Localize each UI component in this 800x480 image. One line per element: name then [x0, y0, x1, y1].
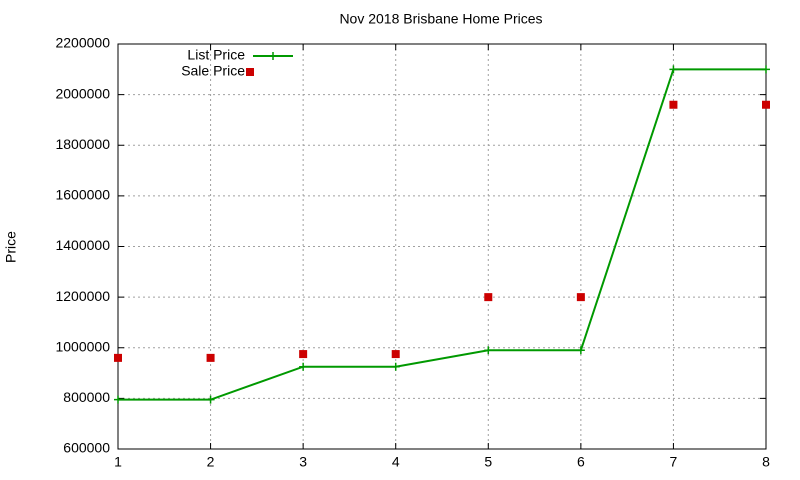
y-tick-label: 1000000 [55, 338, 110, 354]
y-tick-label: 1200000 [55, 288, 110, 304]
x-tick-label: 5 [484, 454, 492, 470]
x-tick-label: 7 [670, 454, 678, 470]
x-tick-label: 3 [299, 454, 307, 470]
plot-border [117, 43, 767, 450]
y-tick-label: 2000000 [55, 85, 110, 101]
point-marker [206, 395, 215, 404]
x-tick-label: 2 [207, 454, 215, 470]
point-marker [576, 293, 585, 302]
point-marker [762, 65, 770, 74]
point-marker [484, 346, 493, 355]
y-tick-label: 1600000 [55, 187, 110, 203]
series-line [118, 68, 766, 401]
point-marker [484, 293, 493, 302]
point-marker [299, 362, 308, 371]
legend-label: List Price [187, 47, 245, 63]
legend-swatch [269, 52, 277, 60]
x-tick-label: 6 [577, 454, 585, 470]
x-tick-label: 4 [392, 454, 400, 470]
point-marker [114, 353, 122, 362]
y-tick-label: 1800000 [55, 136, 110, 152]
x-tick-label: 1 [114, 454, 122, 470]
point-marker [576, 346, 585, 355]
point-marker [391, 350, 400, 359]
point-marker [762, 100, 770, 109]
chart-title: Nov 2018 Brisbane Home Prices [339, 11, 542, 27]
point-marker [114, 395, 122, 404]
y-tick-label: 600000 [63, 440, 110, 456]
y-tick-label: 800000 [63, 389, 110, 405]
x-tick-label: 8 [762, 454, 770, 470]
point-marker [299, 350, 308, 359]
y-axis-label: Price [3, 231, 19, 263]
point-marker [391, 362, 400, 371]
legend-label: Sale Price [181, 63, 245, 79]
y-tick-label: 2200000 [55, 35, 110, 51]
point-marker [669, 100, 678, 109]
legend-swatch [246, 68, 254, 76]
y-tick-label: 1400000 [55, 237, 110, 253]
point-marker [669, 65, 678, 74]
point-marker [206, 353, 215, 362]
